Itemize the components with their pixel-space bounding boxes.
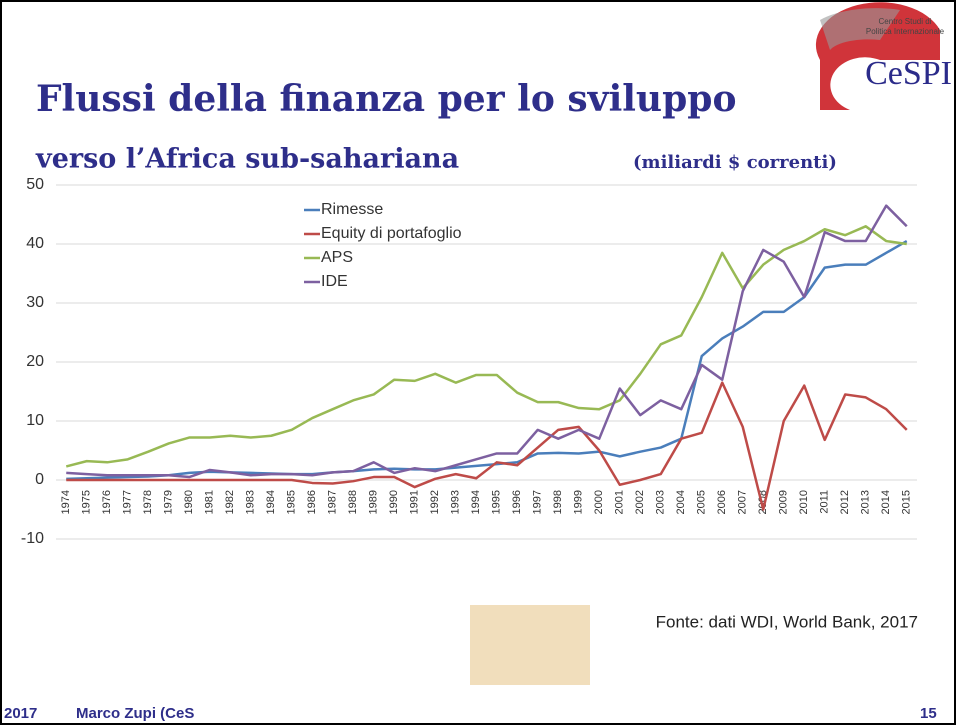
x-tick-label: 1982 (224, 490, 236, 514)
x-tick-label: 2013 (860, 490, 872, 514)
subtitle: verso l’Africa sub-sahariana (35, 144, 459, 175)
x-tick-label: 1980 (183, 490, 195, 514)
y-tick-label: 40 (26, 235, 44, 252)
title: Flussi della finanza per lo sviluppo (36, 78, 736, 120)
x-tick-label: 2007 (737, 490, 749, 514)
x-tick-label: 2004 (675, 490, 687, 514)
y-tick-label: 10 (26, 412, 44, 429)
x-tick-label: 2000 (593, 490, 605, 514)
x-tick-label: 1987 (327, 490, 339, 514)
x-tick-label: 2010 (798, 490, 810, 514)
x-tick-label: 1995 (491, 490, 503, 514)
x-tick-label: 1977 (122, 490, 134, 514)
x-tick-label: 1993 (450, 490, 462, 514)
x-tick-label: 2011 (819, 490, 831, 514)
footer-author: Marco Zupi (CeS (76, 705, 194, 722)
x-tick-label: 2014 (880, 490, 892, 514)
x-tick-label: 2003 (655, 490, 667, 514)
x-tick-label: 1975 (81, 490, 93, 514)
unit-note: (miliardi $ correnti) (633, 152, 837, 173)
logo-text: Centro Studi di (879, 17, 932, 26)
x-tick-label: 2005 (696, 490, 708, 514)
y-tick-label: 20 (26, 353, 44, 370)
x-tick-label: 1989 (368, 490, 380, 514)
x-tick-label: 2012 (839, 490, 851, 514)
logo-shape (820, 8, 900, 51)
x-tick-label: 1994 (470, 490, 482, 514)
x-tick-label: 1976 (101, 490, 113, 514)
x-tick-label: 1988 (347, 490, 359, 514)
x-tick-label: 1983 (245, 490, 257, 514)
x-tick-label: 2009 (778, 490, 790, 514)
x-tick-label: 1997 (532, 490, 544, 514)
x-tick-label: 1984 (265, 490, 277, 514)
x-tick-label: 1979 (163, 490, 175, 514)
x-tick-label: 1985 (286, 490, 298, 514)
source: Fonte: dati WDI, World Bank, 2017 (656, 612, 918, 631)
y-tick-label: 0 (35, 471, 44, 488)
x-tick-label: 1981 (204, 490, 216, 514)
x-tick-label: 1992 (429, 490, 441, 514)
legend-label: IDE (321, 273, 348, 290)
legend-label: APS (321, 249, 353, 266)
footer-year: 2017 (4, 705, 37, 722)
logo-text: Politica Internazionale (866, 27, 945, 36)
x-tick-label: 1986 (306, 490, 318, 514)
y-tick-label: -10 (21, 530, 44, 547)
x-tick-label: 2015 (901, 490, 913, 514)
series-line (66, 381, 908, 511)
plot: -10 0 10 20 30 40 50 1974 1975 1976 1977 1978 1979 19… (21, 176, 917, 547)
x-tick-label: 1996 (511, 490, 523, 514)
x-tick-label: 2002 (634, 490, 646, 514)
x-tick-label: 1998 (552, 490, 564, 514)
x-tick-label: 1990 (388, 490, 400, 514)
y-tick-label: 30 (26, 294, 44, 311)
page-number: 15 (920, 705, 937, 722)
y-tick-label: 50 (26, 176, 44, 193)
logo-name: CeSPI (865, 55, 952, 92)
decoration (470, 605, 590, 685)
legend-label: Equity di portafoglio (321, 225, 462, 242)
x-tick-label: 1978 (142, 490, 154, 514)
x-tick-label: 1999 (573, 490, 585, 514)
series-line (66, 204, 908, 479)
x-tick-label: 2006 (716, 490, 728, 514)
x-tick-label: 2001 (614, 490, 626, 514)
x-tick-label: 1974 (60, 490, 72, 514)
x-tick-label: 1991 (409, 490, 421, 514)
legend-label: Rimesse (321, 201, 383, 218)
series-line (65, 225, 907, 468)
